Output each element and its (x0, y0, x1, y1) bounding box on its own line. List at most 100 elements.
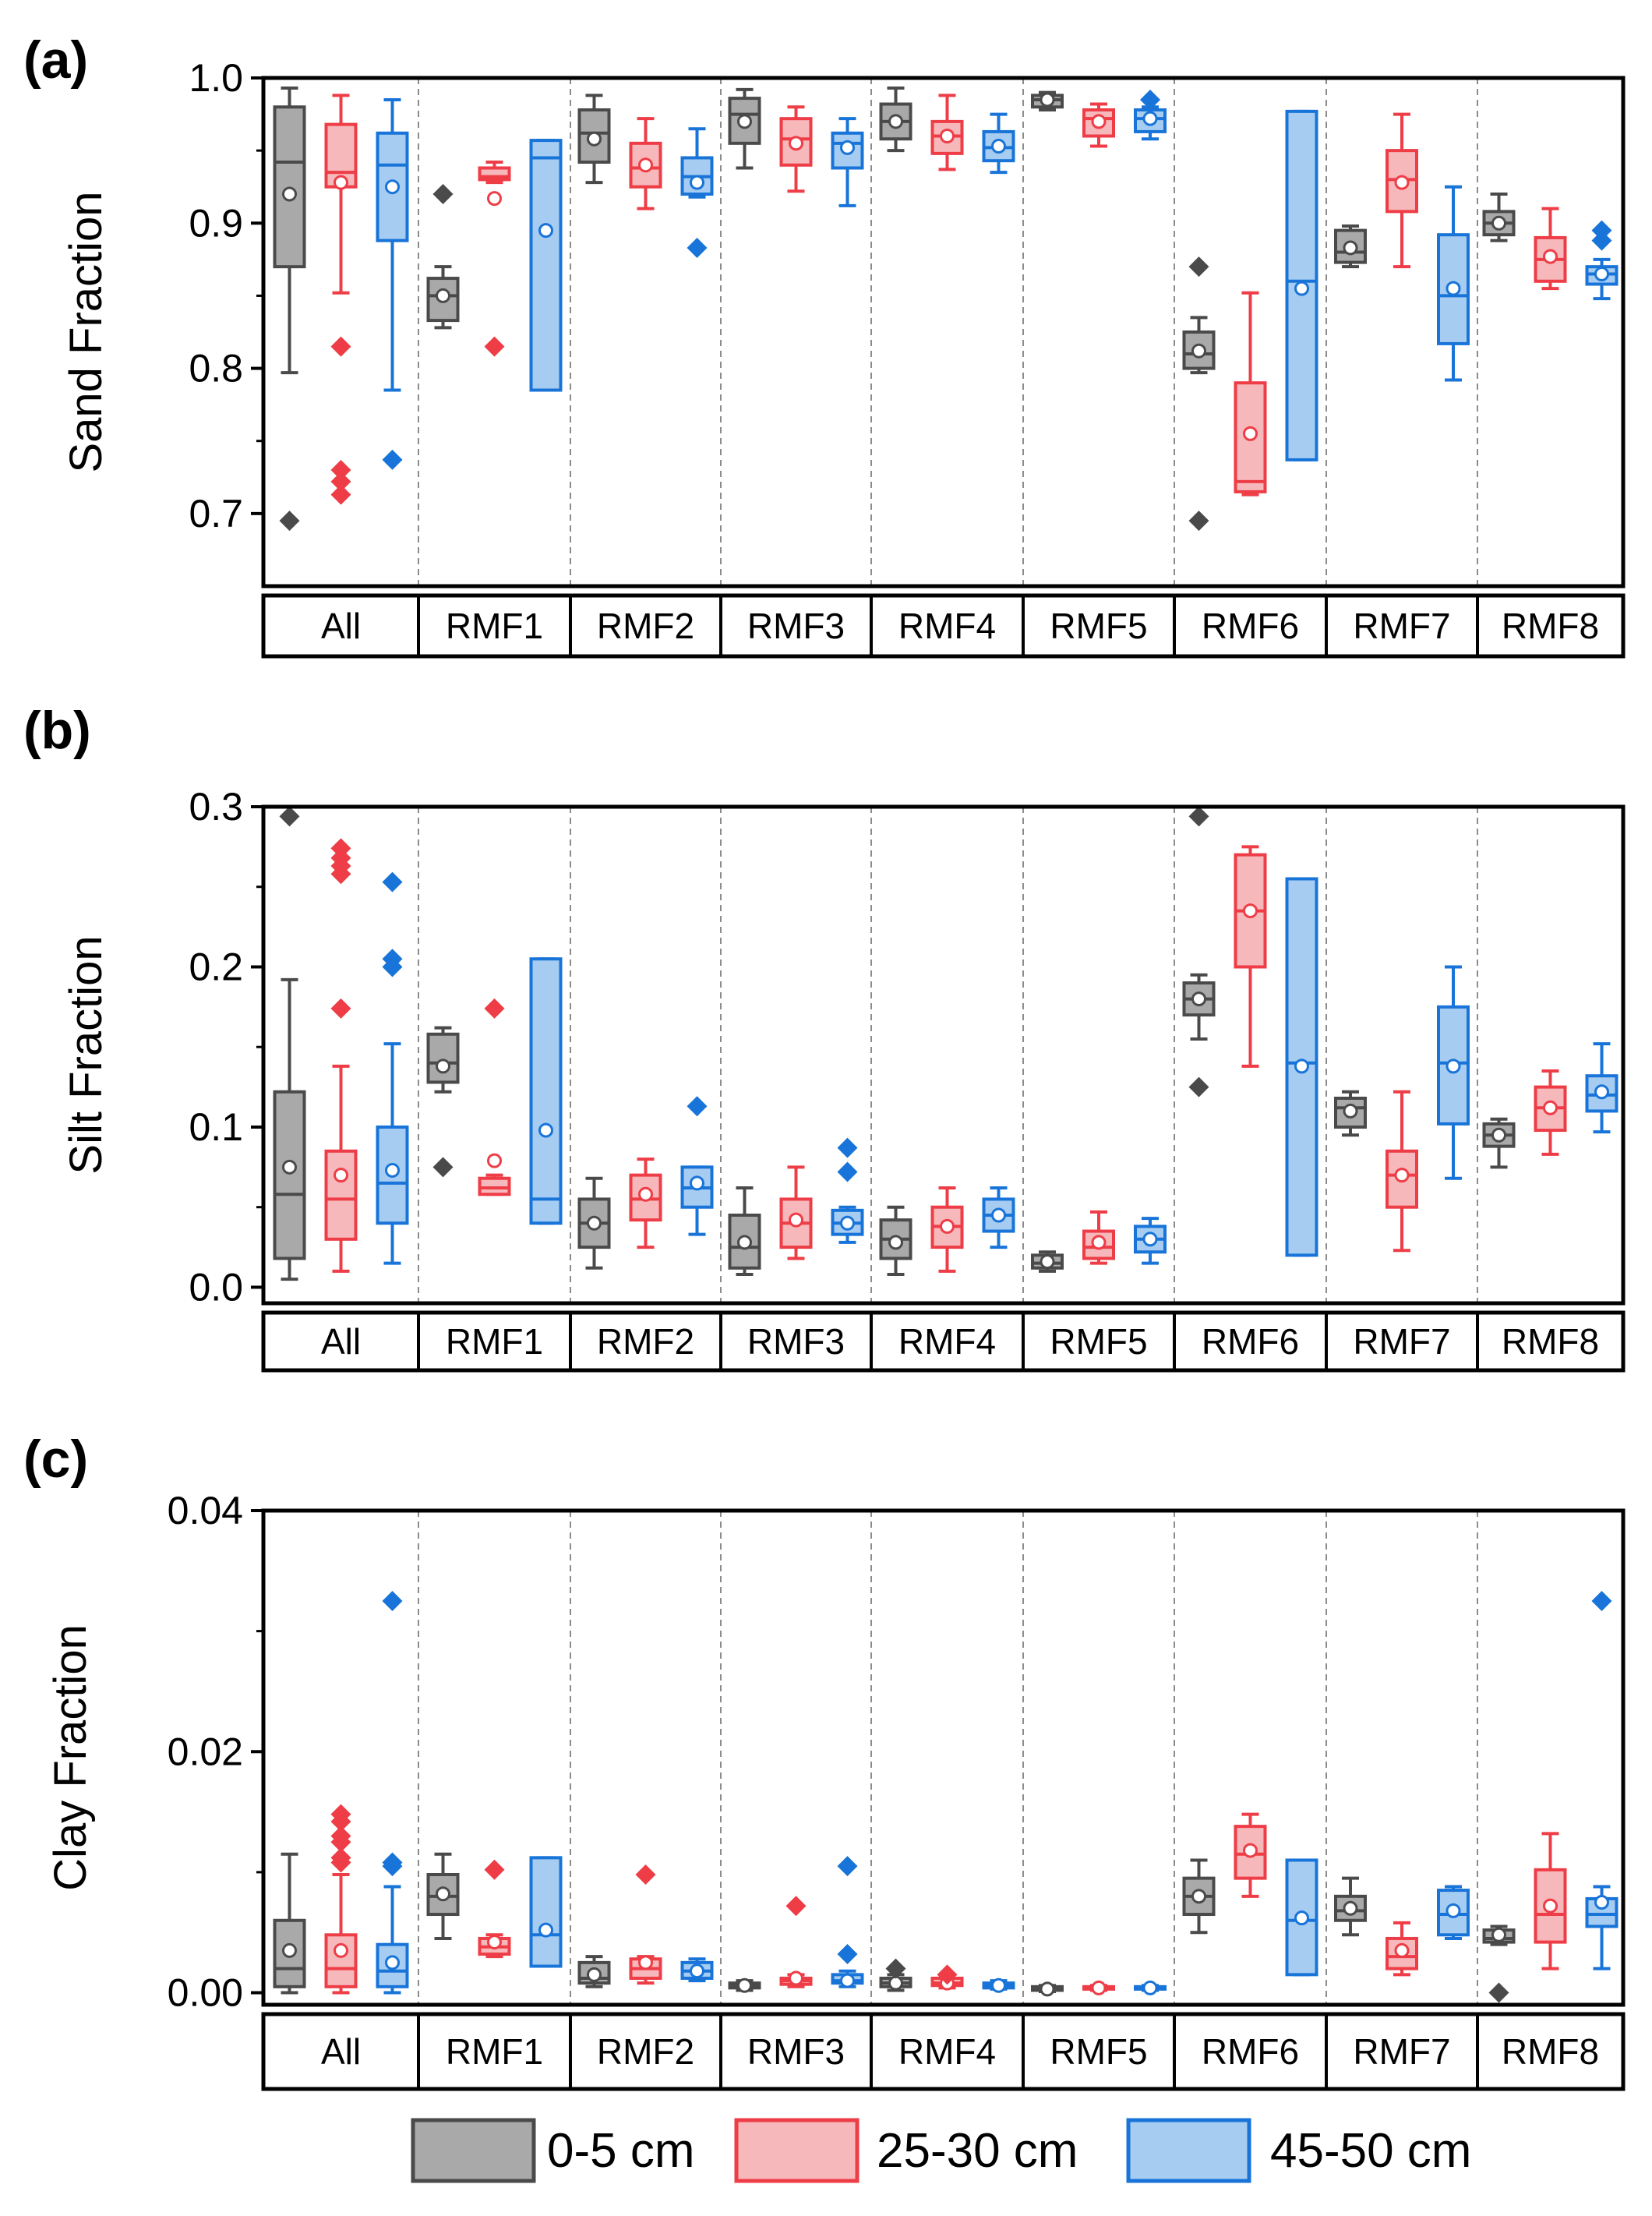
mean-marker (385, 179, 400, 195)
box-iqr (1234, 381, 1267, 493)
box-iqr (324, 1149, 358, 1241)
mean-marker (1091, 114, 1107, 129)
outlier-point (382, 956, 403, 977)
box-rmf1-0-5cm (426, 184, 460, 330)
mean-marker (1491, 1927, 1506, 1942)
box-rmf8-25-30cm (1534, 1069, 1567, 1156)
box-iqr (1585, 1896, 1618, 1928)
mean-marker (587, 131, 602, 147)
mean-marker (587, 1967, 602, 1982)
y-tick-label: 0.7 (189, 492, 243, 535)
mean-marker (1243, 1843, 1258, 1858)
box-rmf8-45-50cm (1585, 220, 1618, 301)
box-rmf1-25-30cm (478, 161, 511, 357)
box-rmf5-25-30cm (1082, 1980, 1115, 1995)
legend-label: 0-5 cm (547, 2124, 694, 2178)
category-label: RMF2 (597, 2031, 694, 2072)
panel-label: (c) (23, 1430, 88, 1489)
mean-marker (1294, 281, 1309, 296)
outlier-point (484, 336, 505, 357)
box-rmf4-45-50cm (982, 1186, 1015, 1249)
y-tick-label: 0.2 (189, 945, 243, 988)
outlier-point (330, 1811, 351, 1832)
box-iqr (273, 1090, 306, 1260)
category-row (261, 1310, 1626, 1373)
mean-marker (1394, 1168, 1410, 1183)
mean-marker (587, 1215, 602, 1231)
mean-marker (991, 1977, 1006, 1993)
category-label: RMF3 (747, 606, 845, 646)
box-rmf6-45-50cm (1285, 109, 1318, 461)
box-rmf5-0-5cm (1031, 1250, 1064, 1273)
category-label: All (321, 606, 361, 646)
plot-frame (261, 1508, 1626, 2007)
outlier-point (330, 1852, 351, 1873)
legend-label: 45-50 cm (1270, 2124, 1471, 2178)
box-rmf7-25-30cm (1385, 1921, 1418, 1977)
mean-marker (991, 139, 1006, 154)
panel-label: (b) (23, 701, 91, 760)
box-rmf5-25-30cm (1082, 1210, 1115, 1265)
box-rmf6-25-30cm (1234, 845, 1267, 1068)
mean-marker (1191, 991, 1206, 1007)
outlier-point (1140, 89, 1160, 110)
box-all-45-50cm (376, 871, 409, 1265)
box-rmf8-0-5cm (1482, 193, 1516, 242)
mean-marker (436, 1059, 450, 1074)
mean-marker (1446, 281, 1461, 296)
box-rmf4-0-5cm (879, 1958, 912, 1992)
category-label: All (321, 1321, 361, 1362)
outlier-point (330, 471, 351, 492)
mean-marker (1294, 1910, 1309, 1926)
y-tick-label: 0.1 (189, 1105, 243, 1149)
y-tick-label: 0.04 (168, 1489, 243, 1532)
mean-marker (436, 1886, 450, 1902)
box-rmf2-45-50cm (680, 1957, 714, 1983)
outlier-point (330, 484, 351, 505)
mean-marker (737, 114, 752, 129)
legend-label: 25-30 cm (877, 2124, 1078, 2178)
outlier-point (382, 449, 403, 470)
mean-marker (1294, 1059, 1309, 1074)
box-rmf8-45-50cm (1585, 1590, 1618, 1970)
box-iqr (529, 139, 563, 392)
category-label: RMF1 (446, 606, 543, 646)
panel-clay: (c) Clay Fraction 0.00 0.02 0.04 All RMF1 RMF2 R… (23, 1430, 1626, 2091)
mean-marker (1594, 1084, 1609, 1100)
box-rmf4-0-5cm (879, 87, 912, 153)
category-row (261, 2012, 1626, 2091)
mean-marker (1594, 1895, 1609, 1910)
mean-marker (334, 175, 348, 190)
outlier-point (837, 1856, 858, 1877)
mean-marker (538, 223, 553, 239)
box-rmf3-0-5cm (728, 87, 761, 170)
box-rmf6-25-30cm (1234, 1812, 1267, 1898)
mean-marker (1091, 1980, 1107, 1995)
mean-marker (638, 157, 653, 173)
outlier-point (837, 1944, 858, 1965)
box-iqr (426, 277, 460, 323)
box-rmf1-45-50cm (529, 957, 563, 1225)
box-all-45-50cm (376, 97, 409, 470)
category-label: RMF4 (898, 606, 996, 646)
mean-marker (334, 1168, 348, 1183)
mean-marker (1040, 1254, 1055, 1270)
category-label: RMF3 (747, 2031, 845, 2072)
box-iqr (1585, 1074, 1618, 1113)
box-rmf7-0-5cm (1334, 1090, 1367, 1137)
mean-marker (1543, 249, 1558, 264)
category-label: RMF2 (597, 1321, 694, 1362)
mean-marker (940, 1218, 955, 1234)
box-rmf6-0-5cm (1182, 1858, 1216, 1935)
outlier-point (484, 998, 505, 1019)
box-iqr (273, 105, 306, 269)
box-rmf1-0-5cm (426, 1852, 460, 1940)
mean-marker (1142, 1232, 1158, 1247)
y-tick-label: 0.0 (189, 1265, 243, 1309)
box-all-45-50cm (376, 1590, 409, 1995)
category-label: All (321, 2031, 361, 2072)
mean-marker (1142, 111, 1158, 126)
box-all-25-30cm (324, 838, 358, 1273)
box-rmf4-25-30cm (930, 94, 964, 171)
box-rmf8-0-5cm (1482, 1117, 1516, 1169)
